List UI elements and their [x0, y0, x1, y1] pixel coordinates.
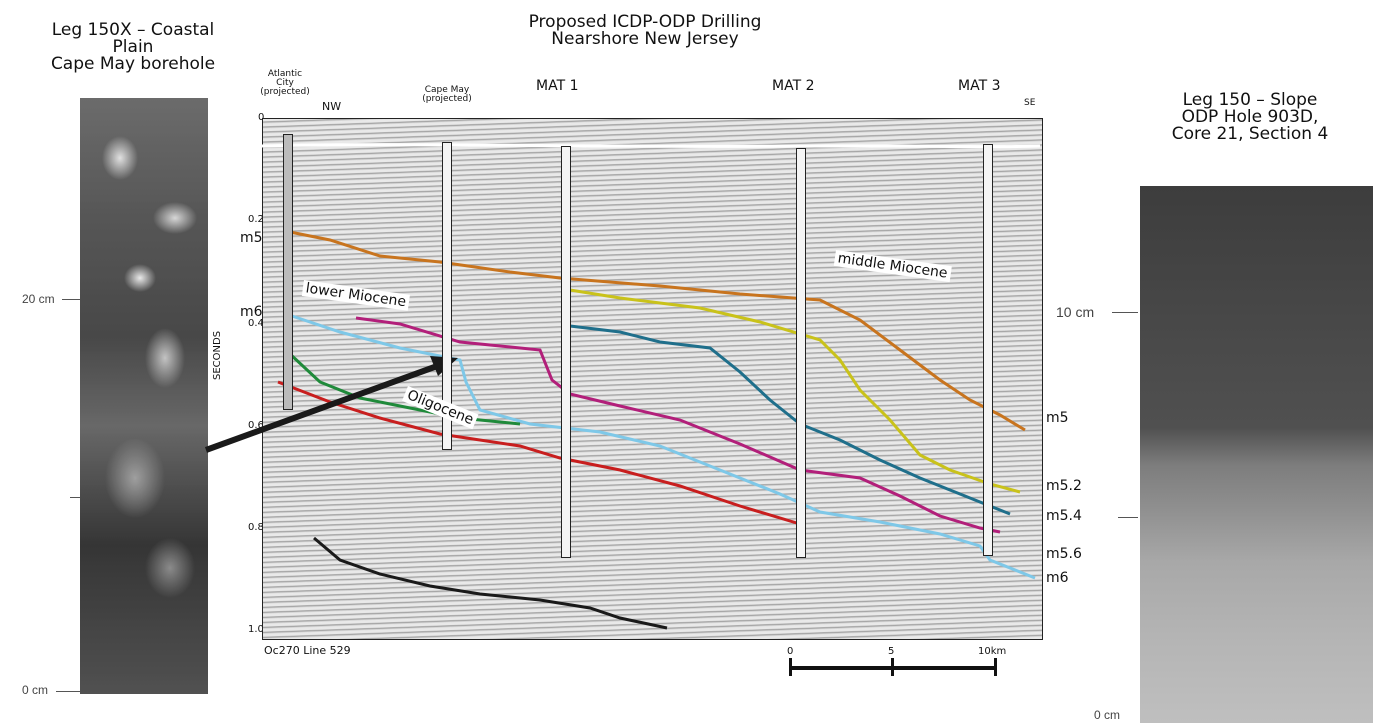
atlantic-city-line-1: Atlantic — [267, 69, 303, 79]
right-title-line-3: Core 21, Section 4 — [1171, 124, 1329, 144]
right-title-line-2: ODP Hole 903D, — [1181, 107, 1319, 127]
left-label-m6: m6 — [240, 304, 263, 320]
borehole-bar-mat2 — [796, 148, 806, 558]
right-scale-bottom-label: 0 cm — [1094, 708, 1121, 722]
right-scale-top-tick — [1112, 312, 1138, 313]
cape-may-core-image — [80, 98, 208, 694]
borehole-label-atlantic-city: Atlantic City (projected) — [252, 70, 318, 97]
y-tick-1-0: 1.0 — [248, 624, 264, 635]
left-scale-top-label: 20 cm — [22, 292, 55, 306]
y-tick-0-4: 0.4 — [248, 318, 264, 329]
horizon-m5-6-magenta — [355, 316, 1001, 534]
borehole-bar-cape-may — [442, 142, 452, 450]
borehole-label-mat2: MAT 2 — [772, 78, 815, 94]
cape-may-line-1: Cape May — [424, 85, 470, 95]
horizon-black — [313, 536, 668, 630]
right-label-m5-6: m5.6 — [1046, 546, 1082, 562]
horizon-red — [277, 380, 801, 526]
right-label-m5-2: m5.2 — [1046, 478, 1082, 494]
right-scale-mid-tick — [1118, 517, 1138, 518]
right-label-m5: m5 — [1046, 410, 1069, 426]
scale-tick-0: 0 — [787, 646, 794, 657]
scale-bar-end-left — [789, 658, 792, 676]
scale-bar-end-right — [994, 658, 997, 676]
seafloor-line — [261, 143, 1041, 149]
odp-903d-core-image — [1140, 186, 1373, 723]
left-scale-bottom-tick — [56, 691, 80, 692]
right-scale-top-label: 10 cm — [1056, 304, 1095, 320]
borehole-bar-mat1 — [561, 146, 571, 558]
right-label-m6: m6 — [1046, 570, 1069, 586]
main-title: Proposed ICDP-ODP Drilling Nearshore New… — [480, 14, 810, 48]
left-title-line-1: Leg 150X – Coastal — [51, 20, 215, 40]
borehole-label-mat3: MAT 3 — [958, 78, 1001, 94]
scale-bar-end-mid — [891, 658, 894, 676]
scale-tick-10km: 10km — [978, 646, 1007, 657]
horizon-m5-orange — [289, 230, 1026, 432]
seismic-line-name: Oc270 Line 529 — [264, 644, 351, 657]
borehole-bar-atlantic-city — [283, 134, 293, 410]
atlantic-city-line-2: City — [276, 78, 294, 88]
right-title-line-1: Leg 150 – Slope — [1182, 90, 1318, 110]
y-tick-0-6: 0.6 — [248, 420, 264, 431]
scale-tick-5: 5 — [888, 646, 895, 657]
y-tick-0-8: 0.8 — [248, 522, 264, 533]
left-scale-mid-tick — [70, 497, 80, 498]
borehole-label-mat1: MAT 1 — [536, 78, 579, 94]
left-title-line-2: Plain — [112, 37, 154, 57]
horizon-m6-lightblue — [291, 314, 1036, 580]
left-scale-top-tick — [62, 299, 80, 300]
left-panel-title: Leg 150X – Coastal Plain Cape May boreho… — [18, 22, 248, 73]
main-title-line-1: Proposed ICDP-ODP Drilling — [528, 12, 762, 32]
right-panel-title: Leg 150 – Slope ODP Hole 903D, Core 21, … — [1135, 92, 1365, 143]
direction-nw: NW — [322, 100, 342, 113]
y-tick-0-2: 0.2 — [248, 214, 264, 225]
left-title-line-3: Cape May borehole — [50, 54, 216, 74]
borehole-bar-mat3 — [983, 144, 993, 556]
cape-may-line-2: (projected) — [422, 94, 472, 104]
right-label-m5-4: m5.4 — [1046, 508, 1082, 524]
correlation-arrow-line — [204, 362, 442, 453]
left-scale-bottom-label: 0 cm — [22, 683, 49, 697]
main-title-line-2: Nearshore New Jersey — [551, 29, 739, 49]
horizon-green — [288, 352, 521, 426]
horizon-m5-4-blue — [569, 324, 1011, 516]
y-tick-0: 0 — [258, 112, 264, 123]
borehole-label-cape-may: Cape May (projected) — [412, 86, 482, 104]
direction-se: SE — [1024, 98, 1036, 108]
horizon-m5-2-yellow — [569, 288, 1021, 494]
atlantic-city-line-3: (projected) — [260, 87, 310, 97]
left-label-m5: m5 — [240, 230, 263, 246]
